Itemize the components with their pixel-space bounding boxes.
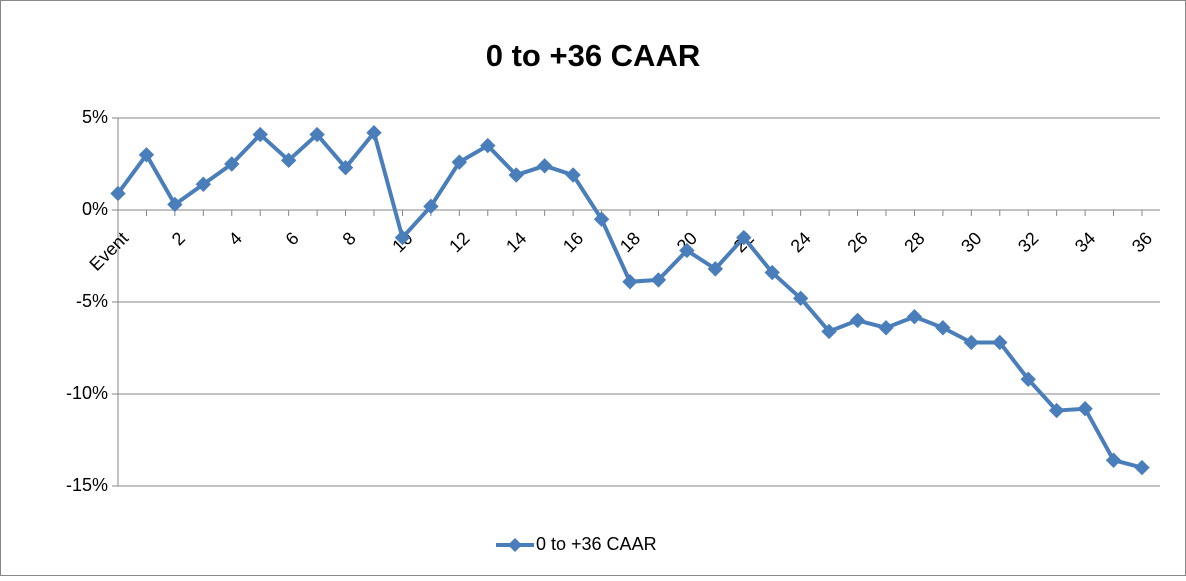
data-point: [679, 242, 695, 259]
data-point: [1020, 371, 1036, 387]
data-point: [736, 229, 752, 246]
data-point: [1105, 452, 1122, 468]
data-point: [451, 154, 468, 170]
data-point: [167, 196, 183, 213]
y-tick-label: -15%: [66, 475, 108, 495]
y-tick-label: 0%: [82, 199, 108, 219]
data-point: [252, 126, 268, 143]
data-point: [309, 126, 325, 143]
chart-title: 0 to +36 CAAR: [486, 38, 700, 73]
data-point: [394, 229, 411, 246]
data-point: [508, 167, 524, 183]
y-tick-label: -5%: [76, 291, 108, 311]
data-point: [963, 334, 980, 351]
data-point: [935, 320, 951, 336]
data-point: [337, 159, 354, 176]
data-point: [593, 211, 610, 227]
data-point: [480, 137, 496, 154]
data-point: [536, 158, 553, 174]
data-point: [622, 274, 638, 290]
data-point: [110, 185, 126, 202]
data-point: [1077, 401, 1093, 417]
data-point: [280, 152, 297, 169]
data-point: [792, 290, 809, 307]
data-point: [195, 176, 212, 192]
y-tick-label: 5%: [82, 107, 108, 127]
data-point: [764, 264, 780, 281]
data-point: [1048, 402, 1065, 419]
data-point: [707, 261, 724, 277]
data-point: [1134, 459, 1150, 476]
data-point: [906, 309, 923, 325]
data-point: [849, 312, 866, 329]
legend-marker: [508, 538, 522, 552]
data-point: [992, 334, 1008, 351]
data-point: [224, 156, 240, 172]
data-point: [878, 320, 894, 336]
data-point: [366, 125, 382, 141]
data-point: [650, 272, 667, 288]
data-point: [565, 167, 581, 183]
data-point: [423, 198, 439, 215]
data-point: [821, 323, 837, 340]
legend-label: 0 to +36 CAAR: [536, 534, 657, 554]
data-point: [138, 147, 155, 163]
y-tick-label: -10%: [66, 383, 108, 403]
